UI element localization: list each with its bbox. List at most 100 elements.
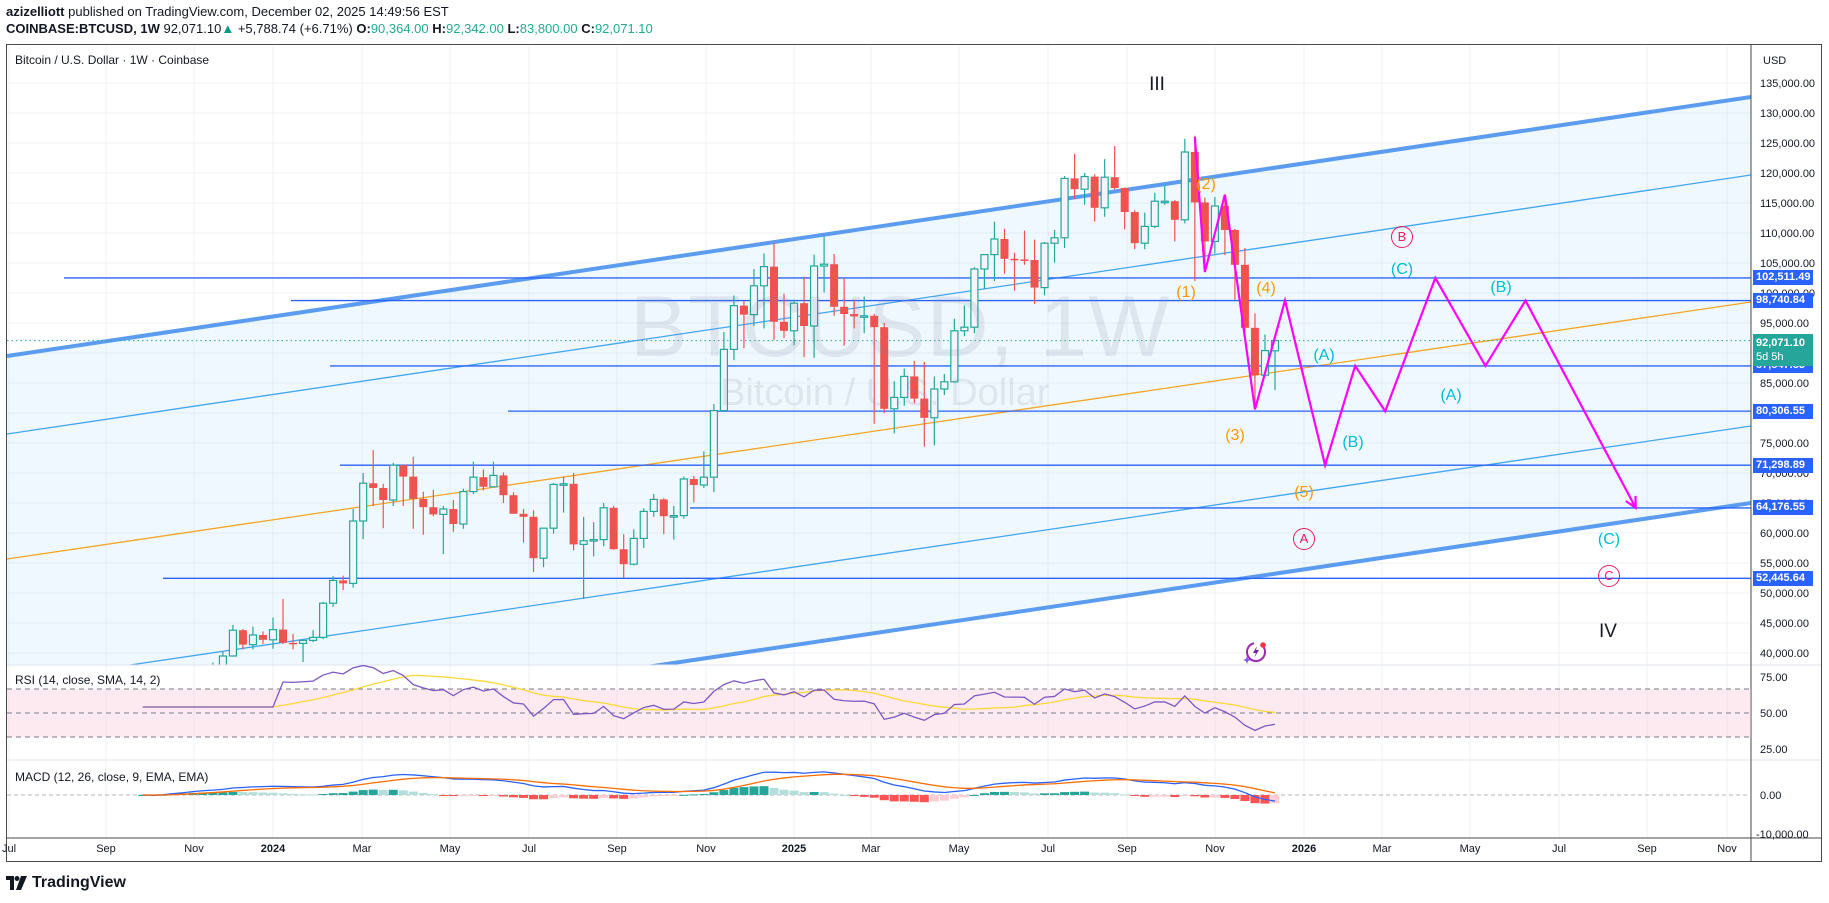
time-axis-label: Mar [352,843,372,855]
price-axis-label: 115,000.00 [1760,198,1814,210]
close-value: 92,071.10 [594,21,653,36]
wave-projection-path [1193,136,1637,509]
wave-label[interactable]: (4) [1256,280,1276,297]
time-axis-label: May [439,843,461,855]
publish-info: azizelliott published on TradingView.com… [6,4,449,19]
price-axis-label: 45,000.00 [1760,618,1809,630]
time-axis-label: Mar [1372,843,1392,855]
brand-name: TradingView [32,874,126,891]
wave-label[interactable]: (B) [1490,279,1512,296]
rsi-ma-line [142,674,1276,714]
time-axis-label: Nov [1717,843,1737,855]
time-axis-label: May [948,843,970,855]
price-axis-label: 125,000.00 [1760,138,1815,150]
price-axis-label: 85,000.00 [1760,378,1809,390]
time-axis-label: Nov [184,843,204,855]
level-price-tag: 98,740.84 [1753,293,1813,309]
time-axis-label: Jul [1551,843,1567,855]
circled-wave-label[interactable]: C [1598,565,1620,587]
time-axis-label: Nov [1205,843,1225,855]
channel-mid-upper [7,174,1751,435]
time-axis-label: Nov [696,843,716,855]
price-change: +5,788.74 (+6.71%) [237,21,353,36]
wave-label[interactable]: (1) [1176,284,1196,301]
rsi-pane [7,665,1751,738]
watermark-name: Bitcoin / U.S. Dollar [720,372,1050,414]
wave-label[interactable]: (B) [1342,434,1364,451]
rsi-axis-label: 50.00 [1760,708,1788,720]
projection-arrow-icon [1625,495,1637,511]
tradingview-logo[interactable]: TradingView [6,874,126,892]
current-price-tag: 92,071.10 5d 5h [1753,334,1813,366]
price-axis-label: 95,000.00 [1760,318,1809,330]
time-axis-label: 2025 [781,843,807,855]
time-axis-label: Sep [1117,843,1137,855]
rsi-axis-label: 75.00 [1760,672,1788,684]
high-value: 92,342.00 [446,21,504,36]
high-label: H: [432,21,446,36]
open-value: 90,364.00 [370,21,429,36]
level-price-tag: 64,176.55 [1753,500,1813,516]
last-price: 92,071.10 [163,21,222,36]
main-pane [7,95,1751,665]
close-label: C: [581,21,595,36]
tradingview-logo-icon [6,876,27,890]
signal-line [142,773,1276,796]
wave-label[interactable]: (5) [1294,484,1314,501]
wave-label[interactable]: (2) [1196,176,1216,193]
price-axis-label: 60,000.00 [1760,528,1809,540]
macd-legend[interactable]: MACD (12, 26, close, 9, EMA, EMA) [15,770,209,784]
time-axis-label: Sep [607,843,627,855]
wave-label[interactable]: IV [1599,621,1617,642]
price-axis-label: 40,000.00 [1760,648,1809,660]
macd-axis-label: 0.00 [1760,790,1781,802]
price-axis-label: 130,000.00 [1760,108,1815,120]
watermark-symbol: BTCUSD, 1W [630,279,1171,375]
circled-wave-label[interactable]: A [1293,528,1315,550]
currency-button[interactable]: USD [1757,50,1815,72]
time-axis-label: Jul [1040,843,1056,855]
wave-label[interactable]: III [1149,74,1165,95]
level-price-tag: 71,298.89 [1753,457,1813,473]
time-axis-label: Sep [96,843,116,855]
price-axis-label: 55,000.00 [1760,558,1809,570]
median-line [7,301,1751,560]
wave-label[interactable]: (A) [1440,387,1462,404]
time-axis-label: Mar [861,843,881,855]
price-axis-label: 120,000.00 [1760,168,1815,180]
channel-upper [7,95,1751,358]
bar-countdown: 5d 5h [1756,351,1784,363]
wave-label[interactable]: (C) [1597,531,1621,548]
channel-lower [646,501,1751,665]
author-name[interactable]: azizelliott [6,4,65,19]
time-axis-label: Sep [1637,843,1657,855]
up-arrow-icon: ▲ [221,21,235,36]
time-axis-label: Jul [521,843,537,855]
wave-label[interactable]: (3) [1225,427,1245,444]
macd-axis-label: -10,000.00 [1756,829,1809,841]
wave-label[interactable]: (C) [1390,261,1414,278]
low-label: L: [507,21,520,36]
level-price-tag: 80,306.55 [1753,403,1813,419]
time-axis-label: 2024 [260,843,286,855]
price-axis-label: 75,000.00 [1760,438,1809,450]
price-axis-label: 135,000.00 [1760,78,1815,90]
wave-label[interactable]: (A) [1313,347,1335,364]
time-axis-label: Jul [1,843,17,855]
open-label: O: [356,21,371,36]
chart-legend[interactable]: Bitcoin / U.S. Dollar · 1W · Coinbase [15,53,210,67]
rsi-line [142,665,1276,732]
time-axis-label: May [1459,843,1481,855]
price-axis-label: 50,000.00 [1760,588,1809,600]
chart-frame [6,44,1822,862]
circled-wave-label[interactable]: B [1391,226,1413,248]
ai-assistant-icon[interactable] [1241,638,1269,666]
publish-text: published on TradingView.com, December 0… [68,4,449,19]
symbol-info-bar: COINBASE:BTCUSD, 1W 92,071.10▲ +5,788.74… [6,21,653,36]
level-price-tag: 102,511.49 [1753,270,1813,286]
symbol-label: COINBASE:BTCUSD, 1W [6,21,160,36]
rsi-legend[interactable]: RSI (14, close, SMA, 14, 2) [15,673,161,687]
time-axis-label: 2026 [1291,843,1317,855]
candles [212,135,1280,665]
